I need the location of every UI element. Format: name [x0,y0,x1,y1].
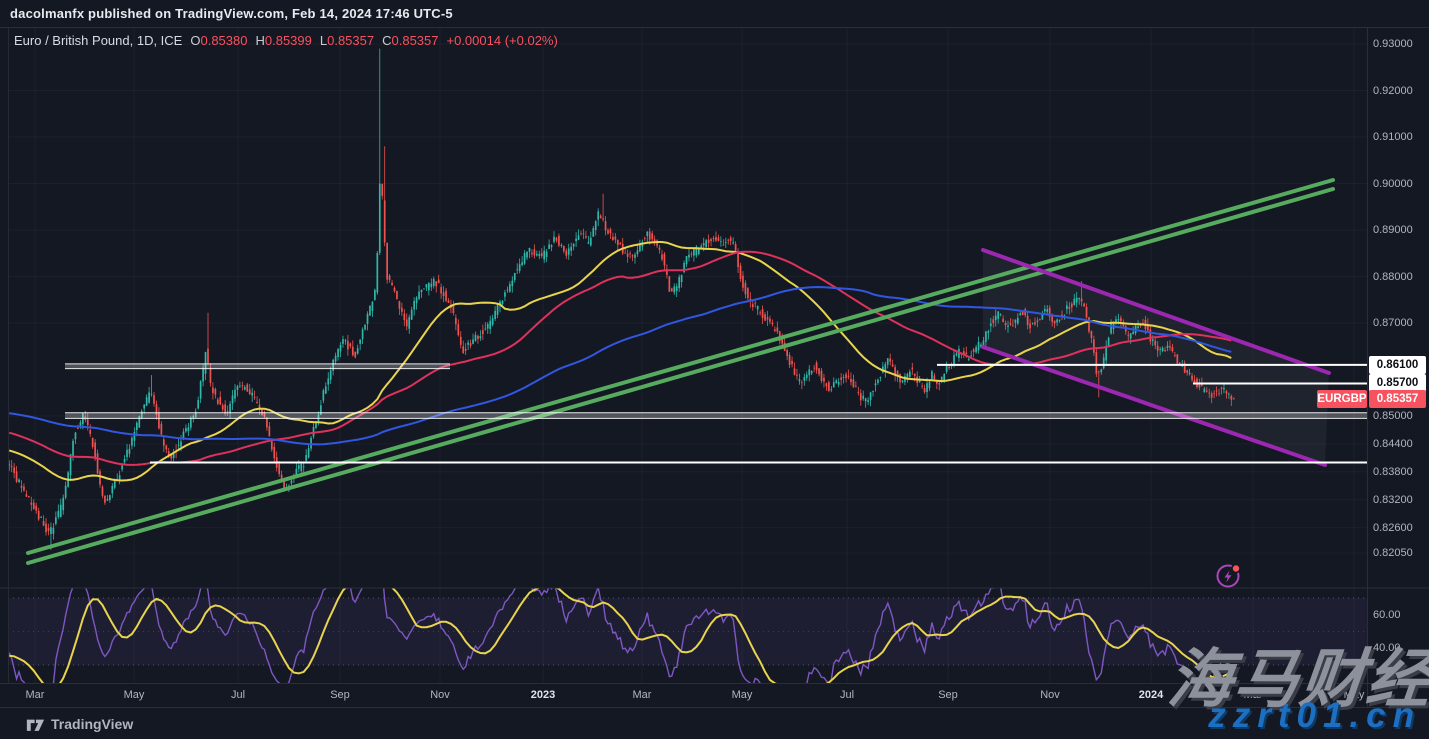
purple-channel-line-upper [981,247,1331,375]
rsi-band [8,598,1367,665]
price-tick: 0.93000 [1373,38,1413,50]
time-tick: Mar [1243,689,1263,701]
rsi-tick: 40.00 [1373,642,1401,655]
time-tick: May [123,689,145,701]
time-tick: May [731,689,753,701]
price-tick: 0.90000 [1373,177,1413,190]
time-tick: Nov [430,689,450,701]
price-tick: 0.87000 [1373,317,1413,329]
lightning-icon[interactable] [1215,562,1243,590]
price-tick: 0.91000 [1373,131,1413,143]
price-level-label-0857[interactable]: 0.85700 [1369,374,1426,393]
green-trendline-1 [26,178,1335,555]
publisher-text: dacolmanfx published on TradingView.com,… [10,6,453,21]
footer-bar: TradingView [0,707,1429,739]
tradingview-logo-text: TradingView [51,716,134,732]
rsi-ma-line [9,588,1232,683]
purple-channel-line-lower [981,344,1327,468]
purple-channel-fill [983,249,1329,466]
time-tick: Jul [230,689,246,701]
axis-separator [1367,28,1368,707]
time-tick: Mar [25,689,45,701]
time-tick: 2023 [530,689,556,701]
time-tick: Jul [839,689,855,701]
time-axis[interactable]: Mar May Jul Sep Nov 2023 Mar May Jul Sep Nov 2024 Ma… [0,683,1429,707]
rsi-line [8,588,1235,683]
ma-sma-fast [8,241,1232,482]
price-level-label-0861[interactable]: 0.86100 [1369,355,1426,374]
chart-canvas[interactable] [0,28,1429,707]
price-tick: 0.89000 [1373,224,1413,236]
tradingview-logo-icon [26,719,45,731]
price-tick: 0.92000 [1373,84,1413,97]
tradingview-logo[interactable]: TradingView [26,716,133,732]
price-axis[interactable]: 0.93000 0.92000 0.91000 0.90000 0.89000 0.880… [1367,28,1429,683]
time-tick: Sep [938,689,958,701]
price-tick: 0.83200 [1373,493,1413,506]
green-trendline-2 [26,186,1335,565]
publisher-bar: dacolmanfx published on TradingView.com,… [0,0,1429,28]
rsi-tick: 60.00 [1373,608,1401,621]
price-tick: 0.85000 [1373,410,1413,422]
price-tick: 0.84400 [1373,437,1413,450]
support-zone-0850 [65,412,1367,419]
time-tick: May [1343,689,1365,701]
time-tick: Nov [1040,689,1060,701]
ma-sma-slow [9,285,1232,446]
resistance-zone-0861-left [65,363,450,370]
ticker-symbol-label[interactable]: EURGBP [1317,390,1367,409]
price-tick: 0.82050 [1373,547,1413,560]
time-tick: Sep [330,689,350,701]
last-price-label[interactable]: 0.85357 [1369,390,1426,409]
time-tick: 2024 [1138,689,1164,701]
notification-dot [1232,565,1240,572]
time-tick: Mar [632,689,652,701]
candles [8,48,1235,550]
price-tick: 0.83800 [1373,465,1413,478]
price-tick: 0.82600 [1373,521,1413,534]
price-tick: 0.88000 [1373,270,1413,283]
chart-left-border [8,28,9,683]
